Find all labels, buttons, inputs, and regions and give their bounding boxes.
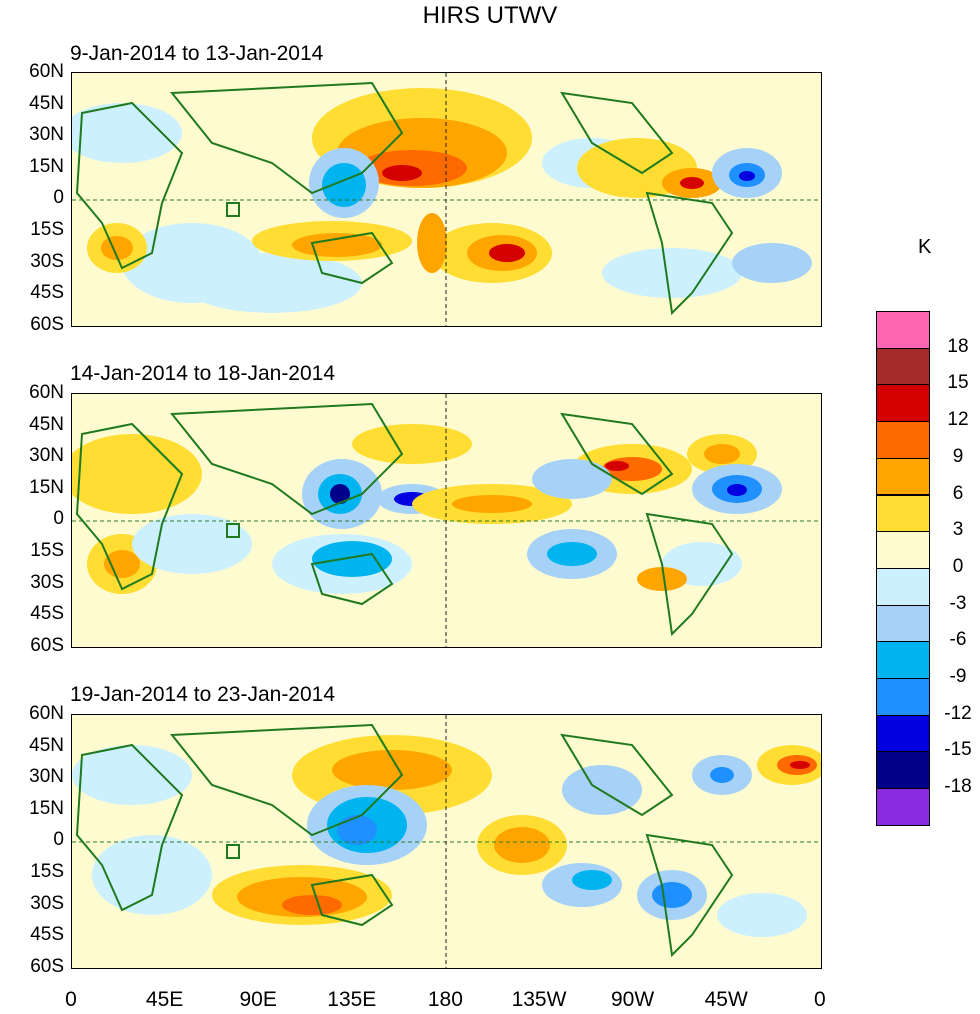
panel-1-title: 9-Jan-2014 to 13-Jan-2014 [70, 42, 324, 65]
lat-label: 45S [30, 282, 64, 304]
colorbar-label: 12 [947, 409, 969, 431]
lon-label: 135W [511, 988, 567, 1011]
lat-label: 30S [30, 892, 64, 914]
lat-label: 60N [29, 61, 64, 82]
colorbar-swatch [876, 384, 930, 423]
map-panel-3[interactable] [71, 714, 822, 969]
lon-label: 0 [813, 988, 826, 1011]
colorbar-unit: K [918, 236, 932, 258]
lon-label: 180 [427, 988, 463, 1011]
colorbar-label: -12 [944, 702, 972, 724]
lon-label: 90E [239, 988, 277, 1011]
lat-label: 45S [30, 924, 64, 946]
lat-label: 45N [29, 413, 64, 435]
lat-label: 60N [29, 703, 64, 724]
lat-label: 30N [29, 445, 64, 467]
colorbar-label: 0 [952, 555, 964, 577]
colorbar-swatch [876, 714, 930, 753]
lat-label: 30S [30, 250, 64, 272]
colorbar-swatch [876, 311, 930, 349]
lon-label: 45E [145, 988, 184, 1011]
colorbar-label: -9 [949, 666, 967, 687]
colorbar-swatch [876, 751, 930, 790]
map-panel-2[interactable] [71, 393, 822, 648]
lat-label: 45N [29, 92, 64, 114]
lat-label: 30N [29, 124, 64, 146]
lat-label: 15S [30, 861, 64, 882]
figure-title: HIRS UTWV [422, 2, 558, 29]
colorbar-swatch [876, 494, 930, 533]
lat-label: 60S [30, 313, 64, 335]
lat-label: 15N [29, 155, 64, 177]
colorbar-swatch [876, 678, 930, 716]
lat-label: 45N [29, 734, 64, 756]
colorbar-swatch [876, 641, 930, 679]
panel-2-title: 14-Jan-2014 to 18-Jan-2014 [70, 362, 336, 385]
map-panel-1[interactable] [71, 72, 822, 327]
lat-label: 0 [53, 829, 64, 851]
lon-label: 135E [327, 988, 377, 1011]
colorbar-label: 18 [947, 335, 969, 357]
colorbar-swatch [876, 421, 930, 459]
lat-label: 15S [30, 219, 64, 240]
lat-label: 60S [30, 955, 64, 977]
lat-label: 0 [53, 508, 64, 530]
lat-label: 15S [30, 540, 64, 561]
colorbar-swatch [876, 457, 930, 496]
colorbar-swatch [876, 604, 930, 643]
colorbar-label: 15 [947, 372, 969, 394]
colorbar-label: -15 [944, 739, 972, 761]
colorbar-swatch [876, 347, 930, 386]
colorbar-label: -18 [944, 776, 972, 798]
colorbar-swatch [876, 567, 930, 606]
colorbar-label: -3 [949, 592, 967, 614]
anomaly-field-3 [72, 715, 821, 968]
colorbar-label: 6 [952, 482, 964, 504]
lon-label: 90W [611, 988, 655, 1011]
anomaly-field-1 [72, 73, 821, 326]
anomaly-field-2 [72, 394, 821, 647]
lon-label: 45W [704, 988, 748, 1011]
lat-label: 0 [53, 187, 64, 209]
colorbar-swatch [876, 531, 930, 569]
lat-label: 60S [30, 634, 64, 656]
lon-label: 0 [65, 988, 77, 1011]
lat-label: 60N [29, 382, 64, 403]
colorbar-swatch [876, 788, 930, 826]
lat-label: 45S [30, 603, 64, 625]
lat-label: 15N [29, 797, 64, 819]
colorbar-label: 9 [952, 445, 964, 467]
colorbar-label: 3 [952, 519, 964, 541]
lat-label: 30S [30, 571, 64, 593]
panel-3-title: 19-Jan-2014 to 23-Jan-2014 [70, 683, 336, 706]
lat-label: 30N [29, 766, 64, 788]
lat-label: 15N [29, 476, 64, 498]
colorbar-label: -6 [949, 629, 967, 651]
